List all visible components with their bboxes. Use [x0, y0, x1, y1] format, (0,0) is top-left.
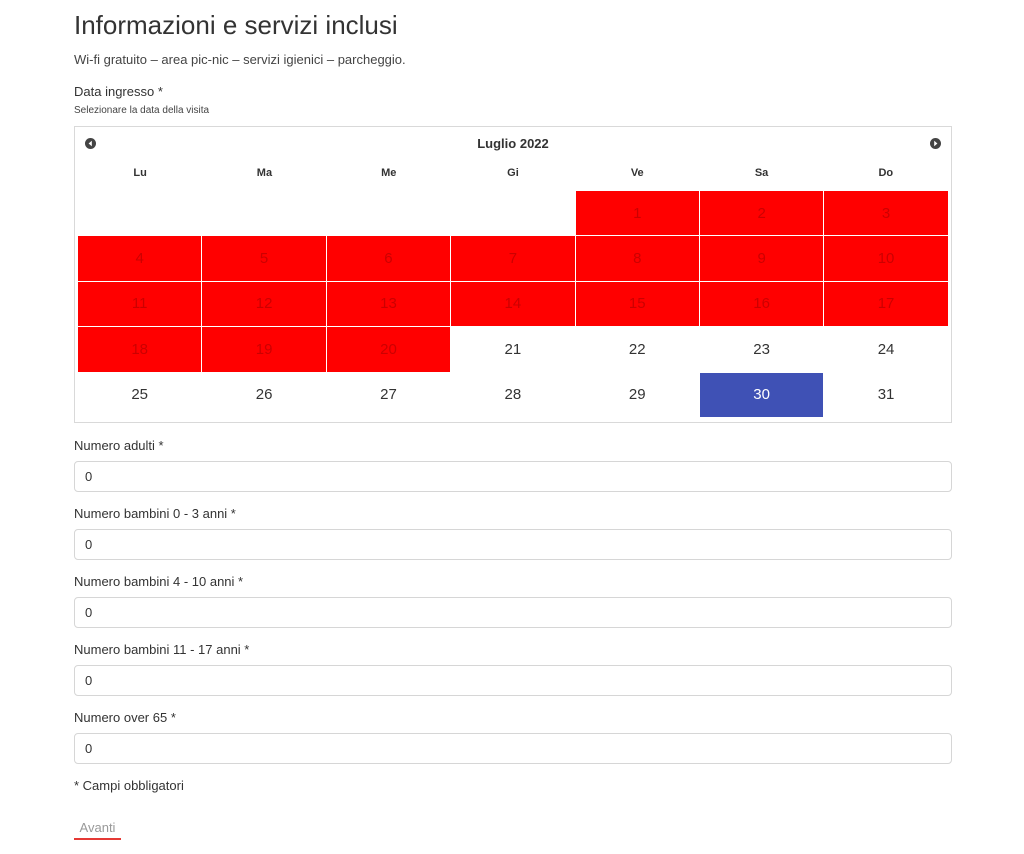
children-11-17-label: Numero bambini 11 - 17 anni *	[74, 642, 250, 657]
prev-month-icon[interactable]	[85, 138, 96, 149]
calendar-day[interactable]: 26	[255, 386, 273, 404]
weekday-label: Ve	[630, 167, 644, 179]
calendar-day[interactable]: 27	[380, 386, 397, 404]
weekday-label: Gi	[507, 167, 519, 179]
calendar-empty-cell	[202, 191, 325, 235]
calendar-day-selected[interactable]: 30	[699, 372, 824, 417]
adults-label: Numero adulti *	[74, 438, 164, 453]
calendar-empty-cell	[327, 191, 450, 235]
calendar-day-unavailable: 9	[699, 236, 824, 281]
adults-input[interactable]	[74, 461, 952, 492]
calendar-day[interactable]: 23	[753, 340, 770, 358]
calendar-day-unavailable: 14	[451, 281, 575, 327]
calendar-day[interactable]: 28	[504, 386, 522, 404]
required-fields-note: * Campi obbligatori	[74, 778, 184, 793]
calendar-day-unavailable: 8	[575, 236, 699, 281]
weekday-label: Do	[878, 167, 894, 179]
calendar-week-row: 4 5 6 7 8 9 10	[78, 236, 949, 281]
calendar-empty-cell	[78, 191, 201, 235]
children-11-17-input[interactable]	[74, 665, 952, 696]
services-description: Wi-fi gratuito – area pic-nic – servizi …	[74, 52, 406, 67]
calendar-day[interactable]: 31	[877, 386, 895, 404]
children-4-10-label: Numero bambini 4 - 10 anni *	[74, 574, 244, 589]
next-month-icon[interactable]	[930, 138, 941, 149]
weekday-label: Lu	[133, 167, 147, 179]
calendar-day-unavailable: 16	[699, 281, 824, 327]
calendar-day-unavailable: 12	[202, 281, 326, 327]
calendar-day[interactable]: 24	[877, 340, 895, 358]
date-label: Data ingresso *	[74, 84, 163, 99]
weekday-label: Ma	[256, 167, 273, 179]
weekday-label: Sa	[754, 167, 769, 179]
calendar-week-row: 18 19 20 21 22 23 24	[78, 327, 949, 372]
calendar-day[interactable]: 25	[131, 386, 149, 404]
calendar-month-title: Luglio 2022	[477, 136, 549, 151]
calendar-day-unavailable: 20	[326, 327, 451, 372]
calendar-day-grid: 1 2 3 4 5 6 7 8 9 10 11 12 13 14 15 16 17 18 19 20 21 22 23 24 2…	[78, 191, 949, 418]
calendar-week-row: 11 12 13 14 15 16 17	[78, 281, 949, 327]
calendar-empty-cell	[451, 191, 574, 235]
calendar-day-unavailable: 4	[78, 236, 202, 281]
calendar-week-row: 25 26 27 28 29 30 31	[78, 372, 949, 418]
calendar-header: Luglio 2022	[75, 135, 951, 155]
weekday-header-row: Lu Ma Me Gi Ve Sa Do	[78, 167, 948, 183]
calendar-day-unavailable: 7	[451, 236, 575, 281]
calendar-day-unavailable: 19	[202, 327, 326, 372]
calendar-day-unavailable: 11	[78, 281, 202, 327]
calendar-day-unavailable: 3	[824, 191, 948, 236]
calendar-day-unavailable: 10	[824, 236, 948, 281]
calendar-day-unavailable: 13	[326, 281, 451, 327]
children-4-10-input[interactable]	[74, 597, 952, 628]
calendar-day[interactable]: 29	[628, 386, 646, 404]
children-0-3-input[interactable]	[74, 529, 952, 560]
date-hint: Selezionare la data della visita	[74, 105, 210, 116]
over-65-label: Numero over 65 *	[74, 710, 176, 725]
page-title: Informazioni e servizi inclusi	[74, 10, 398, 40]
over-65-input[interactable]	[74, 733, 952, 764]
calendar-day-unavailable: 18	[78, 327, 202, 372]
next-button[interactable]: Avanti	[74, 820, 121, 840]
weekday-label: Me	[381, 167, 397, 179]
calendar-day[interactable]: 21	[504, 340, 522, 358]
calendar-day-unavailable: 15	[575, 281, 699, 327]
calendar-day-unavailable: 2	[699, 191, 824, 236]
calendar-day-unavailable: 17	[824, 281, 948, 327]
calendar-day-unavailable: 5	[202, 236, 326, 281]
children-0-3-label: Numero bambini 0 - 3 anni *	[74, 506, 236, 521]
calendar-day-unavailable: 6	[326, 236, 451, 281]
calendar-day-unavailable: 1	[575, 191, 699, 236]
calendar-day[interactable]: 22	[628, 340, 646, 358]
